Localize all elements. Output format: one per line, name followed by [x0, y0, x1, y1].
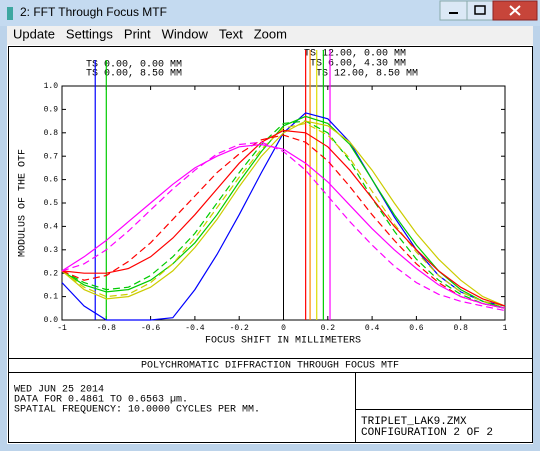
mtf-curve [61, 120, 506, 307]
x-tick-label: -1 [57, 324, 67, 333]
info-line: SPATIAL FREQUENCY: 10.0000 CYCLES PER MM… [14, 405, 260, 416]
mtf-curve [61, 115, 506, 309]
x-tick-label: 0.4 [365, 324, 380, 333]
info-line: DATA FOR 0.4861 TO 0.6563 µm. [14, 395, 188, 406]
y-tick-label: 0.6 [44, 176, 59, 185]
x-tick-label: 0 [281, 324, 286, 333]
field-label: TS 0.00, 0.00 MM [86, 60, 182, 71]
x-tick-label: 0.8 [453, 324, 468, 333]
y-tick-label: 0.2 [44, 269, 59, 278]
plot: 0.0 0.1 0.2 0.3 0.4 0.5 0.6 0.7 0.8 0.9 1.0 -1 -0.8 -… [44, 49, 508, 333]
y-tick-label: 0.9 [44, 106, 59, 115]
app-icon [7, 7, 13, 20]
x-tick-label: 1 [503, 324, 508, 333]
field-label: TS 12.00, 0.00 MM [304, 49, 406, 60]
mtf-curve [61, 120, 506, 309]
mtf-curve [61, 129, 506, 307]
mtf-curve [61, 122, 506, 307]
y-tick-label: 0.3 [44, 246, 59, 255]
menu-bar [7, 26, 533, 45]
menu-item[interactable]: Zoom [254, 26, 287, 41]
menu-item[interactable]: Print [124, 26, 151, 41]
field-label: TS 6.00, 4.30 MM [310, 59, 406, 70]
y-tick-label: 0.4 [44, 223, 59, 232]
x-tick-label: 0.6 [409, 324, 424, 333]
y-tick-label: 0.0 [44, 316, 59, 325]
maximize-icon [474, 5, 486, 15]
x-tick-label: 0.2 [321, 324, 336, 333]
y-tick-label: 0.5 [44, 199, 59, 208]
window-title: 2: FFT Through Focus MTF [20, 5, 167, 19]
x-tick-label: -0.2 [230, 324, 249, 333]
caption: POLYCHROMATIC DIFFRACTION THROUGH FOCUS … [141, 361, 399, 372]
x-tick-label: -0.6 [141, 324, 160, 333]
x-axis-label: FOCUS SHIFT IN MILLIMETERS [205, 336, 361, 347]
field-label: TS 0.00, 8.50 MM [86, 69, 182, 80]
plot-border [8, 46, 533, 443]
y-tick-label: 0.8 [44, 129, 59, 138]
y-tick-label: 1.0 [44, 82, 59, 91]
file-info: CONFIGURATION 2 OF 2 [361, 427, 493, 439]
menu-item[interactable]: Settings [66, 26, 113, 41]
menu: Update Settings Print Window Text Zoom [13, 26, 287, 41]
info-line: WED JUN 25 2014 [14, 385, 104, 396]
x-tick-label: -0.4 [185, 324, 204, 333]
close-icon [509, 5, 521, 16]
menu-item[interactable]: Text [219, 26, 243, 41]
mtf-curve [61, 143, 506, 309]
menu-item[interactable]: Window [162, 26, 209, 41]
y-tick-label: 0.1 [44, 293, 59, 302]
field-label: TS 12.00, 8.50 MM [316, 69, 418, 80]
mtf-curve [61, 141, 506, 312]
y-axis-label: MODULUS OF THE OTF [18, 149, 29, 257]
mtf-curve [61, 134, 506, 309]
y-tick-label: 0.7 [44, 152, 59, 161]
maximize-button[interactable] [466, 0, 494, 21]
x-tick-label: -0.8 [97, 324, 116, 333]
minimize-button[interactable] [439, 0, 468, 21]
file-info: TRIPLET_LAK9.ZMX [361, 416, 467, 428]
menu-item[interactable]: Update [13, 26, 55, 41]
